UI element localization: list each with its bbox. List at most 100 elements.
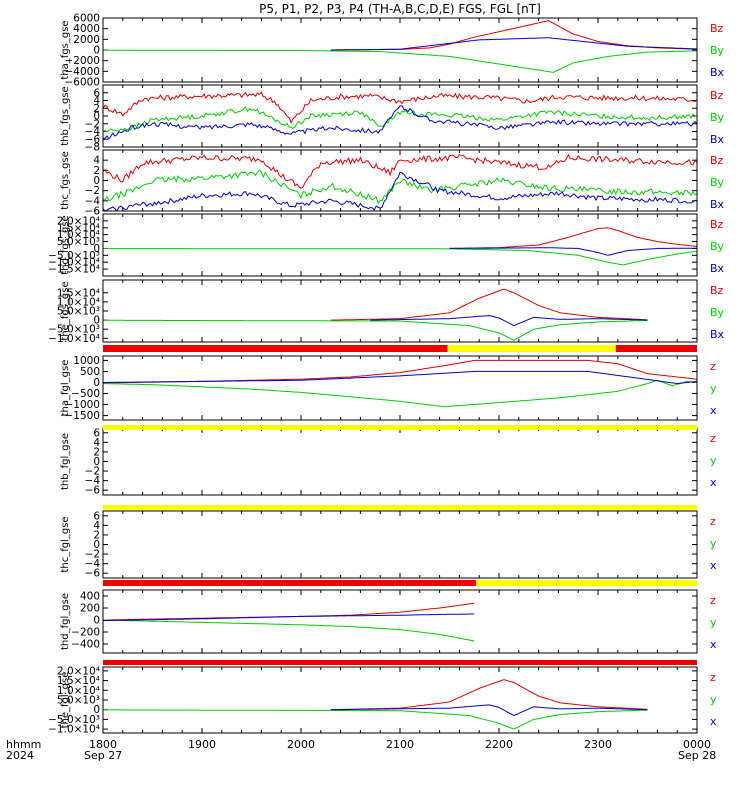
y-tick-label: 500	[80, 366, 100, 378]
y-tick-label: 4	[93, 155, 100, 167]
thd-fgl-bar	[103, 580, 697, 586]
legend-entry: y	[710, 454, 717, 467]
time-axis: hhmm 2024 Sep 27 Sep 28 1800 1900 2000 2100…	[6, 738, 716, 762]
x-tick-label: 1800	[89, 738, 117, 751]
legend-entry: Bx	[710, 133, 725, 146]
series-line-y	[103, 379, 697, 408]
y-tick-label: 0	[93, 175, 100, 187]
y-tick-label: 4000	[73, 23, 100, 35]
y-tick-label: 1.0×10⁴	[57, 296, 100, 308]
year-label: 2024	[6, 749, 34, 762]
y-tick-label: −6	[85, 206, 101, 218]
y-tick-label: 400	[80, 591, 100, 603]
time-format-label: hhmm	[6, 738, 41, 751]
x-tick-label: 1900	[188, 738, 216, 751]
y-tick-label: −4	[85, 558, 101, 570]
y-axis-label: thc_fgs_gse	[60, 151, 71, 210]
y-tick-label: −1.0×10⁴	[48, 257, 100, 269]
y-tick-label: 4	[93, 95, 100, 107]
legend-entry: y	[710, 537, 717, 550]
status-bar-segment	[103, 580, 477, 586]
status-bar-segment	[476, 580, 697, 586]
legend-entry: x	[710, 559, 717, 572]
series-line-x	[103, 613, 475, 622]
legend-entry: y	[710, 382, 717, 395]
y-tick-label: −1000	[64, 399, 100, 411]
y-tick-label: −2	[85, 118, 100, 130]
legend-entry: Bz	[710, 218, 724, 231]
legend-entry: z	[710, 671, 716, 684]
y-axis-label: thb_fgs_gse	[60, 86, 71, 145]
series-line-Bz	[330, 20, 697, 51]
x-tick-label: 0000	[683, 738, 711, 751]
series-line-y	[103, 709, 648, 730]
y-axis-label: tha_fgl_gse	[60, 360, 71, 417]
panel-thc-fgs-gse: 420−2−4−6 thc_fgs_gse Bz By Bx	[60, 149, 725, 218]
series-line-Bz	[103, 153, 697, 189]
series-group	[103, 153, 697, 211]
series-line-Bz	[449, 227, 697, 249]
panel-the-fgs-gse: 1.5×10⁴1.0×10⁴5.0×10³0−5.0×10³−1.0×10⁴th…	[48, 279, 725, 345]
start-date-label: Sep 27	[84, 749, 122, 762]
series-line-Bx	[103, 105, 697, 140]
y-axis-label: the_fgl_gse	[60, 672, 71, 729]
y-tick-label: 200	[80, 603, 100, 615]
legend-entry: x	[710, 404, 717, 417]
y-axis-label: tha_fgs_gse	[60, 20, 71, 79]
status-bars	[103, 345, 697, 665]
series-line-z	[103, 602, 475, 621]
legend-entry: By	[710, 240, 725, 253]
series-group	[103, 288, 648, 341]
legend-entry: y	[710, 616, 717, 629]
y-tick-label: −5.0×10³	[48, 324, 100, 336]
y-tick-label: −6	[85, 568, 101, 580]
y-tick-label: −4	[85, 126, 101, 138]
y-tick-label: −6	[85, 485, 101, 497]
legend-entry: y	[710, 693, 717, 706]
the-fgl-bar	[103, 660, 697, 665]
y-tick-label: 1000	[73, 355, 100, 367]
x-tick-label: 2300	[584, 738, 612, 751]
y-tick-label: 6000	[73, 13, 100, 25]
y-tick-label: 2	[93, 165, 100, 177]
status-bar-segment	[447, 345, 616, 352]
panel-the-fgl-gse: 2.0×10⁴1.5×10⁴1.0×10⁴5.0×10³0−5.0×10³−1.…	[48, 665, 717, 735]
legend-entry: By	[710, 44, 725, 57]
legend-entry: Bx	[710, 262, 725, 275]
series-group	[103, 679, 648, 730]
x-tick-label: 2200	[485, 738, 513, 751]
y-tick-label: 2	[93, 529, 100, 541]
legend-entry: x	[710, 476, 717, 489]
y-tick-label: 2.0×10⁴	[57, 215, 100, 227]
series-line-Bx	[370, 315, 648, 327]
y-tick-label: −2	[85, 185, 100, 197]
legend-entry: z	[710, 515, 716, 528]
y-tick-label: −6000	[64, 77, 100, 89]
y-tick-label: −5.0×10³	[48, 250, 100, 262]
plot-title: P5, P1, P2, P3, P4 (TH-A,B,C,D,E) FGS, F…	[259, 2, 541, 16]
y-tick-label: 5.0×10³	[57, 306, 100, 318]
tha-fgl-bar	[103, 345, 697, 352]
series-group	[103, 359, 697, 408]
series-group	[103, 602, 475, 642]
y-tick-label: 2.0×10⁴	[57, 665, 100, 677]
y-tick-label: 0	[93, 315, 100, 327]
end-date-label: Sep 28	[678, 749, 716, 762]
legend-entry: Bx	[710, 328, 725, 341]
y-tick-label: −1.0×10⁴	[48, 333, 100, 345]
legend-entry: x	[710, 715, 717, 728]
series-line-By	[103, 248, 697, 266]
y-tick-label: −2	[85, 466, 100, 478]
legend-entry: Bz	[710, 89, 724, 102]
y-tick-label: −4000	[64, 66, 100, 78]
y-tick-label: −1500	[64, 410, 100, 422]
y-tick-label: −2000	[64, 55, 100, 67]
y-tick-label: −500	[71, 388, 100, 400]
legend-entry: Bx	[710, 66, 725, 79]
series-group	[103, 227, 697, 266]
y-tick-label: 1.5×10⁴	[57, 287, 100, 299]
y-tick-label: 1.0×10⁴	[57, 229, 100, 241]
